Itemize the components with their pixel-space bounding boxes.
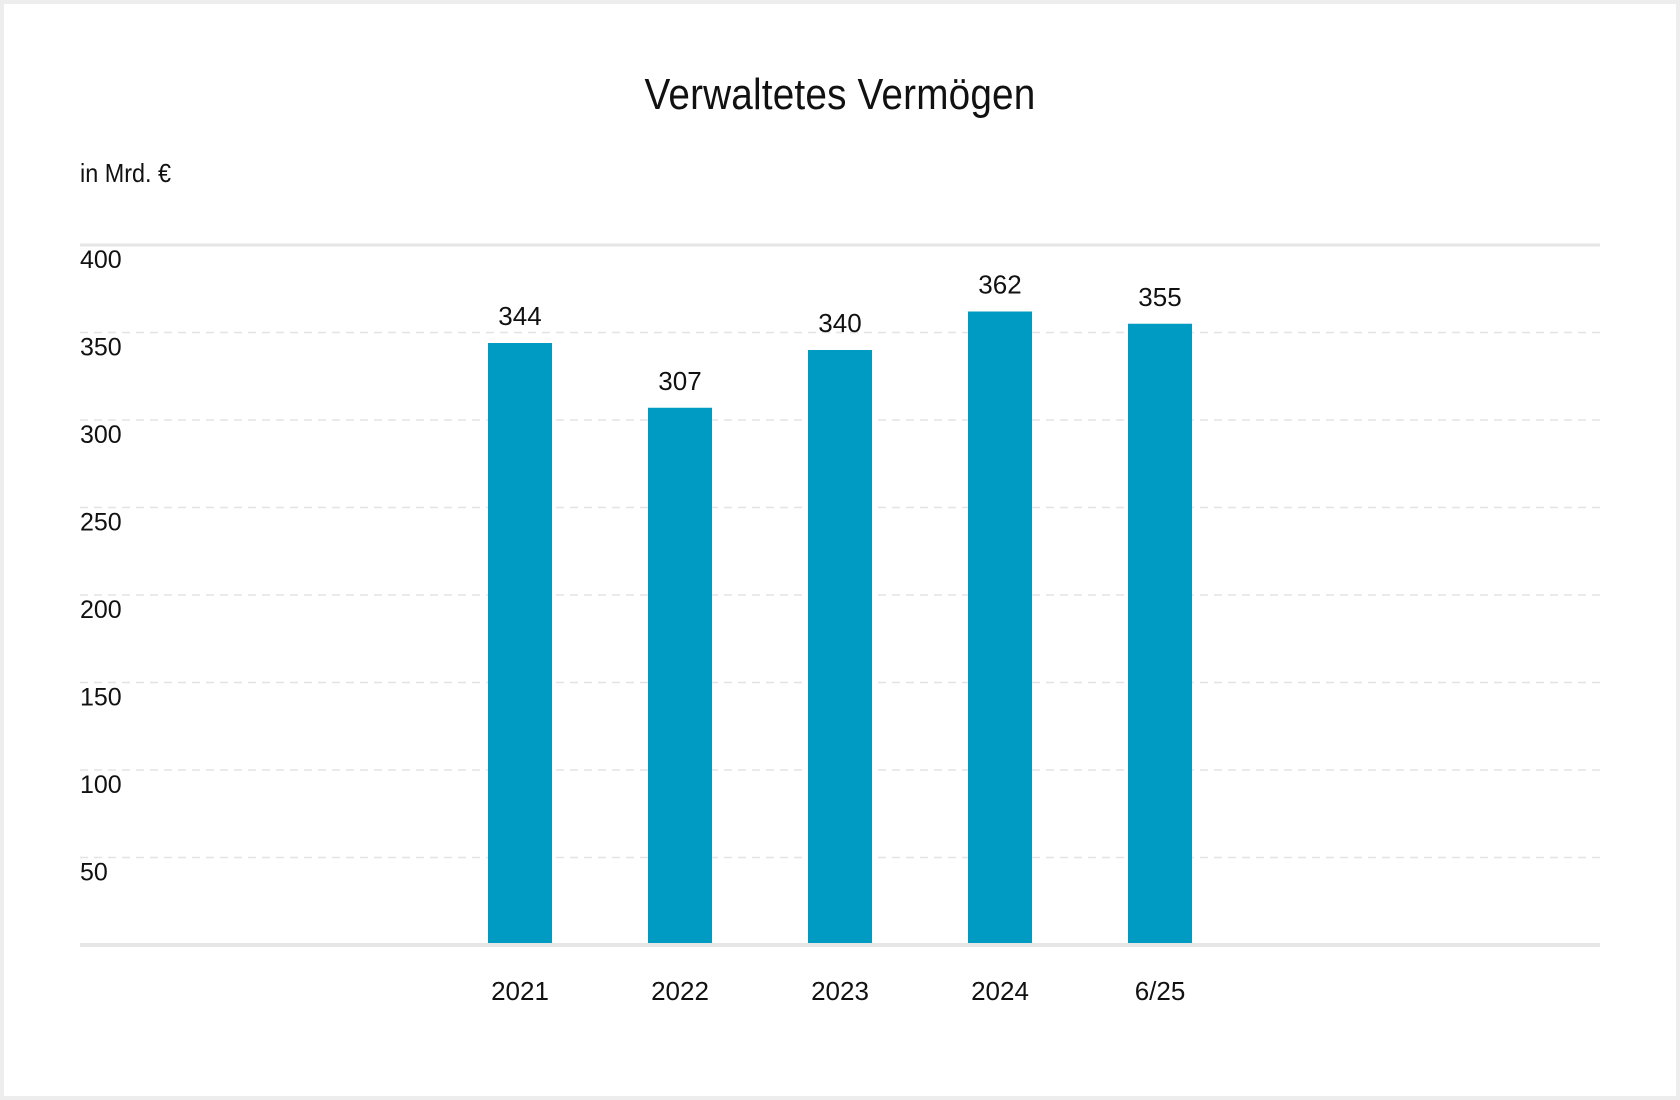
bar-6-25: [1128, 323, 1192, 943]
data-label: 344: [498, 301, 541, 331]
y-tick-label: 250: [80, 509, 122, 537]
y-axis-ticks: 50 100 150 200 250 300 350 400: [80, 246, 122, 887]
data-label: 340: [818, 308, 861, 338]
bars: [488, 311, 1192, 943]
chart-title: Verwaltetes Vermögen: [644, 70, 1036, 119]
bar-2022: [648, 407, 712, 943]
data-label: 362: [978, 270, 1021, 300]
x-tick-label: 2022: [651, 976, 709, 1006]
y-tick-label: 50: [80, 859, 108, 887]
x-tick-label: 2023: [811, 976, 869, 1006]
bar-2024: [968, 311, 1032, 943]
x-axis-ticks: 2021 2022 2023 2024 6/25: [491, 976, 1185, 1006]
data-labels: 344 307 340 362 355: [498, 270, 1181, 396]
y-tick-label: 350: [80, 334, 122, 362]
data-label: 307: [658, 366, 701, 396]
unit-label: in Mrd. €: [80, 158, 172, 188]
y-tick-label: 100: [80, 771, 122, 799]
x-tick-label: 2021: [491, 976, 549, 1006]
bar-2023: [808, 350, 872, 943]
bar-2021: [488, 343, 552, 943]
x-tick-label: 6/25: [1135, 976, 1186, 1006]
y-tick-label: 400: [80, 246, 122, 274]
y-tick-label: 200: [80, 596, 122, 624]
data-label: 355: [1138, 282, 1181, 312]
y-tick-label: 150: [80, 684, 122, 712]
y-tick-label: 300: [80, 421, 122, 449]
x-tick-label: 2024: [971, 976, 1029, 1006]
